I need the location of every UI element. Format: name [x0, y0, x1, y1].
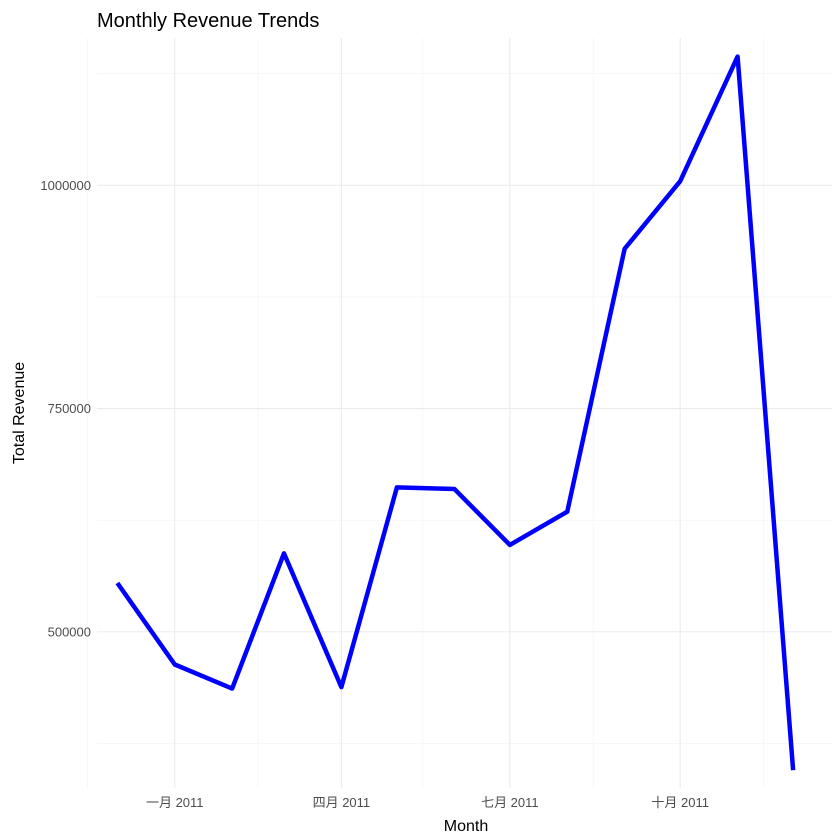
x-tick-label: 四月 2011 [313, 795, 371, 810]
series-layer [115, 54, 796, 771]
y-axis-title: Total Revenue [11, 362, 28, 464]
x-tick-label: 七月 2011 [481, 795, 539, 810]
x-tick-label: 一月 2011 [146, 795, 204, 810]
x-tick-label: 十月 2011 [651, 795, 709, 810]
y-tick-label: 1000000 [40, 178, 91, 193]
x-axis-ticks: 一月 2011 四月 2011 七月 2011 十月 2011 [146, 795, 709, 810]
x-axis-title: Month [444, 818, 488, 835]
revenue-series-line [115, 54, 796, 771]
y-axis-ticks: 500000 750000 1000000 [40, 178, 91, 639]
y-tick-label: 750000 [48, 401, 91, 416]
y-tick-label: 500000 [48, 624, 91, 639]
chart-title: Monthly Revenue Trends [97, 10, 319, 32]
